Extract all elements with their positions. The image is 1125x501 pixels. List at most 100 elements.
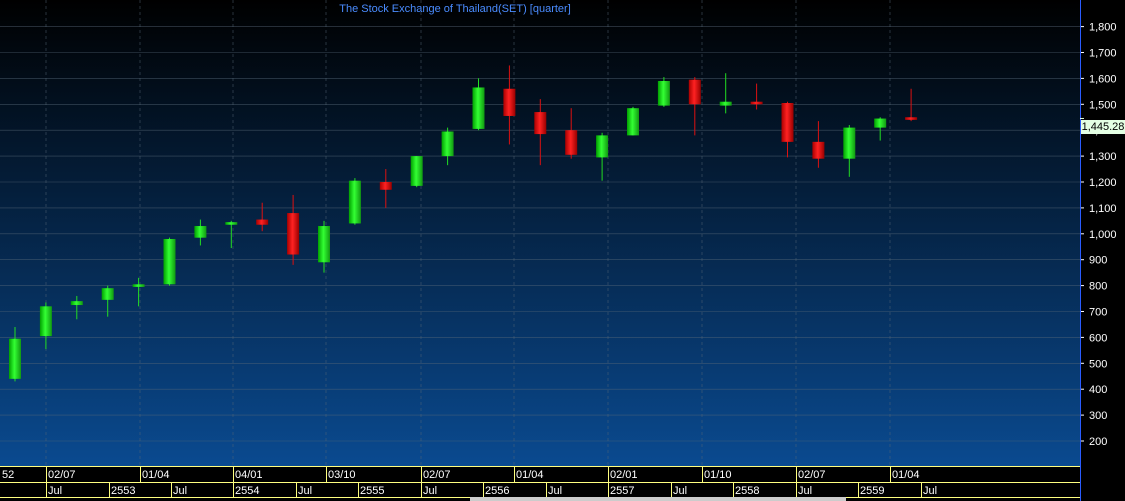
candle <box>194 219 207 246</box>
candle-body <box>565 130 578 155</box>
candle-body <box>905 117 918 120</box>
candle <box>101 285 114 317</box>
x-tick-label-lower: 2558 <box>735 485 759 497</box>
candle <box>657 77 670 107</box>
y-axis-panel <box>1080 0 1125 501</box>
y-tick-label: 1,500 <box>1089 99 1117 111</box>
candle-body <box>596 135 609 158</box>
candle-body <box>225 222 238 225</box>
x-tick-label-upper: 52 <box>2 469 14 481</box>
candle <box>565 108 578 159</box>
candle-body <box>472 87 485 129</box>
x-tick-label-lower: Jul <box>423 485 437 497</box>
x-tick-label-lower: Jul <box>48 485 62 497</box>
x-tick-label-upper: 02/07 <box>48 469 76 481</box>
y-tick-label: 1,100 <box>1089 203 1117 215</box>
x-tick-label-upper: 01/04 <box>516 469 544 481</box>
y-tick-label: 1,000 <box>1089 229 1117 241</box>
candle-body <box>627 108 639 136</box>
candle <box>348 178 361 225</box>
x-tick-label-lower: 2559 <box>860 485 884 497</box>
x-tick-label-upper: 04/01 <box>235 469 263 481</box>
candle-body <box>874 118 887 128</box>
y-tick-label: 1,700 <box>1089 48 1117 60</box>
candle <box>719 73 732 114</box>
x-tick-label-lower: Jul <box>298 485 312 497</box>
candle-body <box>812 141 825 159</box>
candle-body <box>348 180 361 224</box>
y-tick-label: 1,600 <box>1089 73 1117 85</box>
y-tick-label: 1,300 <box>1089 151 1117 163</box>
x-tick-label-upper: 01/10 <box>704 469 732 481</box>
candle <box>472 78 485 131</box>
candle <box>534 99 547 166</box>
candle <box>225 220 238 249</box>
candle-body <box>132 284 145 287</box>
candle <box>39 302 52 350</box>
candle <box>750 83 763 110</box>
candle-body <box>843 127 856 159</box>
candle <box>627 106 639 136</box>
x-axis-panel <box>0 466 1080 501</box>
candle <box>287 194 300 265</box>
x-tick-label-upper: 01/04 <box>892 469 920 481</box>
candle <box>503 65 516 145</box>
candle-body <box>318 226 330 263</box>
scrollbar-thumb <box>470 497 846 501</box>
x-tick-label-lower: Jul <box>673 485 687 497</box>
candle-body <box>410 156 423 186</box>
x-tick-label-lower: Jul <box>548 485 562 497</box>
candle-body <box>287 213 300 255</box>
candle-body <box>101 288 114 300</box>
candle <box>70 295 83 320</box>
candle <box>379 169 392 208</box>
plot-background <box>0 0 1080 466</box>
y-tick-label: 1,200 <box>1089 177 1117 189</box>
candle <box>9 327 21 382</box>
last-price-label: 1,445.28 <box>1081 120 1125 134</box>
candle <box>256 202 269 232</box>
candle <box>843 125 856 177</box>
candle-body <box>750 101 763 105</box>
y-tick-label: 500 <box>1089 358 1107 370</box>
candle <box>688 77 701 136</box>
x-tick-label-upper: 02/07 <box>423 469 451 481</box>
candle <box>132 277 145 307</box>
chart-title: The Stock Exchange of Thailand(SET) [qua… <box>339 3 571 15</box>
candle-body <box>503 88 516 116</box>
candle-body <box>39 306 52 337</box>
y-tick-label: 600 <box>1089 332 1107 344</box>
candle-body <box>70 301 83 306</box>
x-tick-label-upper: 03/10 <box>328 469 356 481</box>
candle <box>874 117 887 141</box>
candle-body <box>534 112 547 135</box>
candles-layer <box>9 65 918 382</box>
y-tick-label: 300 <box>1089 410 1107 422</box>
candle-body <box>194 226 207 238</box>
candle <box>812 121 825 168</box>
x-tick-label-lower: 2555 <box>360 485 384 497</box>
candle <box>781 101 794 158</box>
y-tick-label: 200 <box>1089 436 1107 448</box>
candle <box>410 156 423 188</box>
x-tick-label-upper: 02/01 <box>610 469 638 481</box>
candle <box>596 132 609 181</box>
x-tick-label-upper: 02/07 <box>798 469 826 481</box>
x-tick-label-lower: 2553 <box>111 485 135 497</box>
y-tick-label: 400 <box>1089 384 1107 396</box>
candle <box>163 237 176 286</box>
candle-body <box>256 219 269 225</box>
candle <box>441 127 454 166</box>
x-tick-label-upper: 01/04 <box>142 469 170 481</box>
candle <box>318 220 330 273</box>
candle-body <box>379 182 392 190</box>
candle-body <box>163 238 176 285</box>
y-tick-label: 800 <box>1089 281 1107 293</box>
candle-body <box>657 80 670 106</box>
y-tick-label: 700 <box>1089 307 1107 319</box>
x-tick-label-lower: Jul <box>173 485 187 497</box>
y-tick-label: 900 <box>1089 255 1107 267</box>
